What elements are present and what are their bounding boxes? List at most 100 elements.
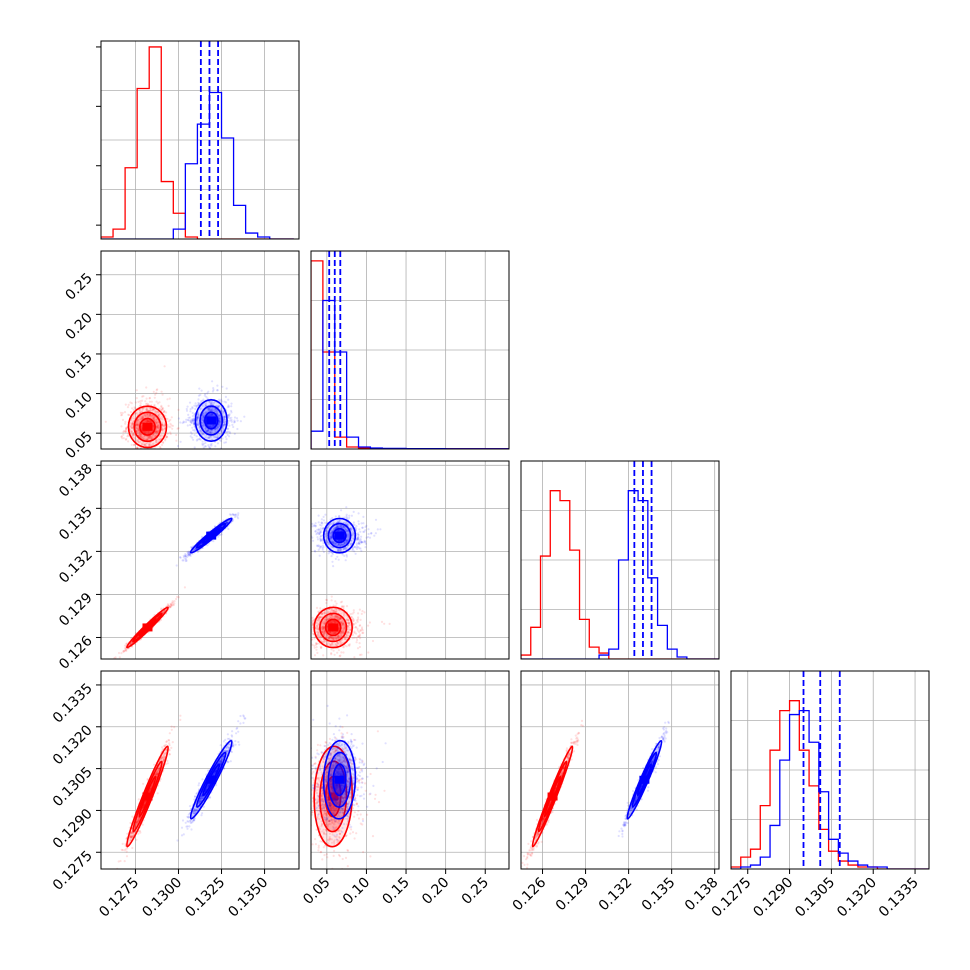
y-tick-label: 0.15	[62, 349, 95, 382]
scatter-point	[323, 630, 326, 633]
scatter-point	[309, 623, 311, 625]
scatter-point	[161, 415, 164, 418]
scatter-point	[191, 407, 194, 410]
scatter-point	[210, 401, 213, 404]
scatter-point	[226, 433, 229, 436]
scatter-point	[346, 619, 350, 622]
scatter-point	[328, 630, 331, 634]
scatter-point	[351, 633, 354, 637]
scatter-point	[348, 514, 351, 517]
scatter-point	[209, 413, 212, 416]
scatter-point	[127, 403, 130, 406]
scatter-point	[158, 438, 161, 441]
scatter-point	[317, 619, 320, 622]
scatter-point	[135, 423, 138, 426]
scatter-point	[199, 393, 202, 396]
scatter-point	[326, 611, 330, 614]
scatter-point	[212, 409, 216, 412]
scatter-point	[131, 420, 135, 423]
scatter-point	[165, 456, 167, 458]
scatter-point	[130, 427, 133, 430]
scatter-point	[309, 615, 311, 617]
scatter-point	[198, 402, 201, 405]
scatter-point	[200, 417, 203, 420]
scatter-point	[144, 444, 147, 447]
scatter-point	[319, 607, 322, 610]
scatter-point	[313, 646, 316, 649]
scatter-point	[156, 411, 159, 414]
scatter-point	[156, 426, 159, 429]
scatter-point	[156, 410, 159, 414]
scatter-point	[334, 610, 337, 614]
scatter-point	[152, 390, 155, 393]
scatter-point	[122, 433, 125, 436]
scatter-point	[196, 417, 199, 420]
scatter-point	[304, 532, 306, 534]
scatter-point	[229, 513, 233, 517]
scatter-point	[211, 406, 214, 409]
scatter-point	[337, 626, 340, 630]
scatter-point	[136, 439, 139, 442]
scatter-point	[169, 606, 172, 609]
scatter-point	[353, 630, 356, 633]
scatter-point	[184, 553, 187, 556]
scatter-point	[179, 421, 182, 424]
scatter-point	[211, 429, 214, 432]
scatter-point	[218, 420, 221, 423]
scatter-point	[307, 606, 309, 608]
scatter-point	[211, 409, 214, 412]
scatter-point	[196, 404, 199, 407]
scatter-point	[175, 564, 178, 567]
scatter-point	[358, 528, 361, 531]
scatter-point	[361, 610, 364, 613]
scatter-point	[358, 633, 361, 636]
scatter-point	[188, 416, 191, 419]
scatter-point	[227, 527, 230, 531]
scatter-point	[141, 417, 144, 420]
scatter-point	[209, 432, 212, 435]
scatter-point	[195, 418, 198, 422]
scatter-point	[148, 396, 152, 400]
scatter-point	[351, 612, 354, 615]
scatter-point	[204, 392, 207, 396]
scatter-point	[316, 651, 319, 655]
scatter-point	[311, 643, 314, 646]
scatter-point	[191, 415, 194, 418]
scatter-point	[137, 423, 140, 426]
scatter-point	[197, 424, 200, 427]
scatter-point	[323, 622, 326, 625]
scatter-point	[169, 432, 172, 436]
scatter-point	[224, 435, 227, 438]
scatter-point	[222, 425, 225, 428]
scatter-point	[152, 408, 155, 411]
scatter-point	[203, 433, 206, 436]
scatter-point	[145, 402, 148, 405]
scatter-point	[209, 402, 213, 405]
scatter-point	[323, 612, 326, 615]
scatter-point	[206, 436, 209, 439]
scatter-point	[312, 620, 315, 623]
scatter-point	[367, 651, 370, 654]
scatter-point	[315, 648, 318, 651]
scatter-point	[208, 400, 211, 403]
scatter-point	[347, 643, 350, 647]
panel-content	[101, 41, 294, 239]
scatter-point	[357, 635, 360, 638]
scatter-point	[136, 420, 139, 423]
scatter-point	[217, 406, 220, 409]
scatter-point	[352, 618, 355, 621]
scatter-point	[213, 424, 216, 427]
scatter-point	[313, 644, 316, 647]
scatter-point	[125, 426, 128, 429]
scatter-point	[127, 413, 130, 416]
scatter-point	[136, 423, 139, 426]
scatter-point	[122, 437, 125, 440]
scatter-point	[203, 445, 206, 448]
scatter-point	[331, 636, 334, 640]
scatter-point	[184, 555, 187, 558]
scatter-point	[208, 414, 212, 417]
scatter-point	[168, 425, 171, 428]
scatter-point	[215, 436, 218, 439]
scatter-point	[139, 433, 142, 436]
scatter-point	[306, 517, 308, 519]
